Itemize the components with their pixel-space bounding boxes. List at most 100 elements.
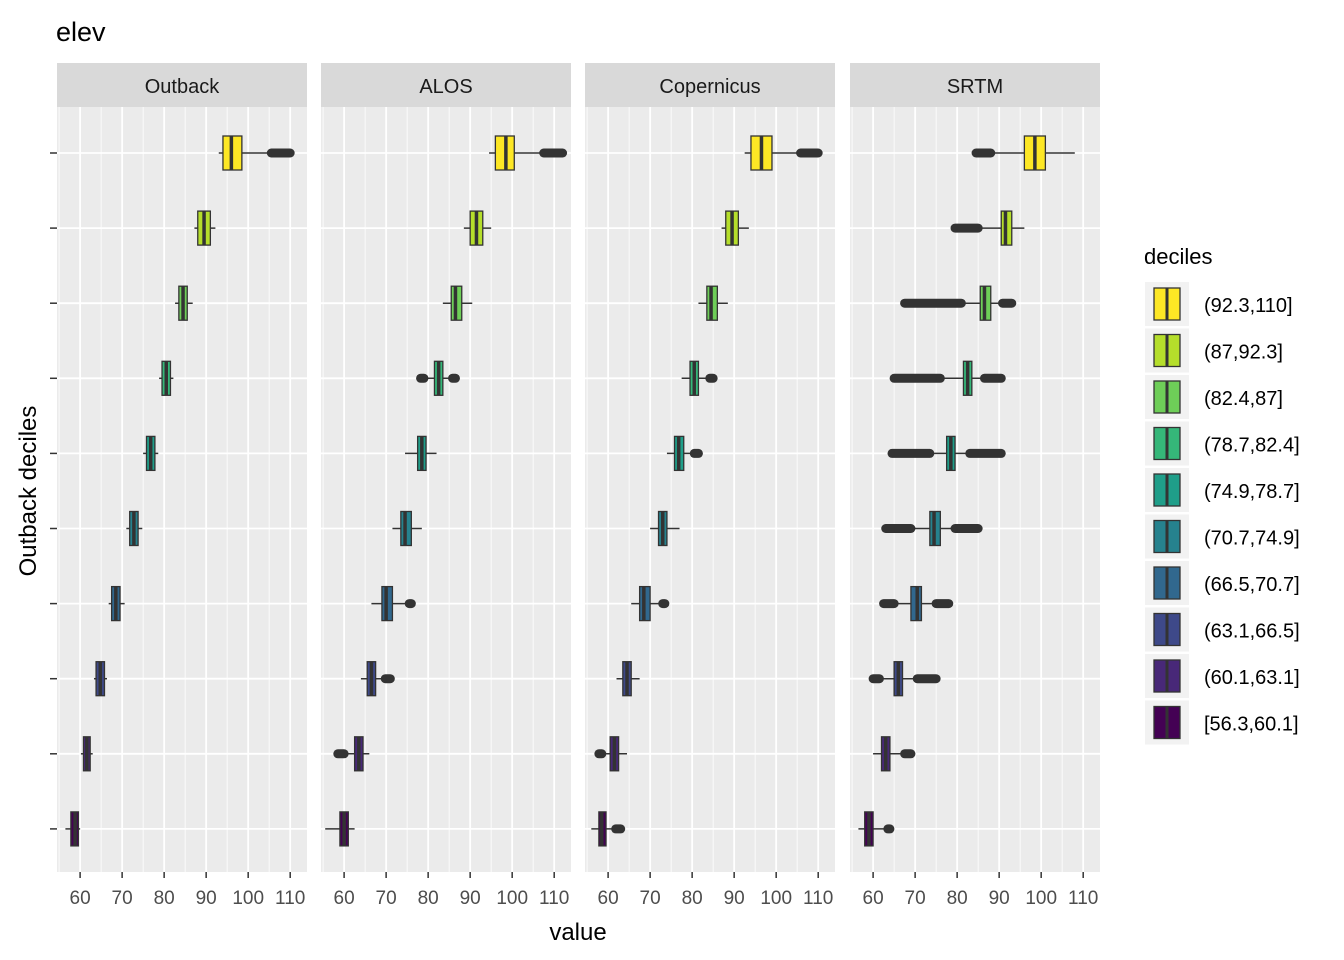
facet-strip-label: ALOS (419, 76, 472, 98)
legend-entry: (60.1,63.1] (1145, 654, 1300, 698)
box-7 (371, 585, 416, 622)
box-3 (442, 285, 473, 321)
x-tick-label: 90 (989, 888, 1010, 909)
panel-alos: ALOS 60 70 80 90 100 110 (321, 63, 571, 909)
legend-entry: (82.4,87] (1145, 375, 1283, 419)
y-axis-label: Outback deciles (15, 406, 42, 577)
box-6 (126, 510, 143, 547)
x-tick-label: 70 (112, 888, 133, 909)
x-tick-label: 110 (539, 888, 569, 909)
panel-copernicus: Copernicus 60 70 80 90 100 110 (585, 63, 835, 909)
x-tick-label: 90 (724, 888, 745, 909)
facet-strip-label: Outback (145, 76, 220, 98)
panel-background (57, 107, 307, 872)
x-tick-label: 110 (275, 888, 305, 909)
x-tick-label: 90 (196, 888, 217, 909)
legend-entry: (66.5,70.7] (1145, 561, 1300, 605)
legend-label: (92.3,110] (1204, 295, 1293, 317)
box-9 (873, 736, 916, 772)
facet-strip (850, 63, 1100, 107)
x-tick-label: 70 (905, 888, 926, 909)
legend-label: (87,92.3] (1204, 342, 1283, 364)
box-5 (666, 435, 703, 472)
panel-background (850, 107, 1100, 872)
facet-strip (57, 63, 307, 107)
x-tick-label: 80 (947, 888, 968, 909)
panel-outback: Outback 60 70 80 90 100 110 (57, 63, 307, 909)
legend-title: deciles (1144, 244, 1212, 269)
legend-entry: (78.7,82.4] (1145, 421, 1300, 466)
x-tick-label: 110 (803, 888, 833, 909)
box-5 (405, 435, 437, 472)
box-9 (80, 736, 93, 772)
x-tick-label: 70 (640, 888, 661, 909)
box-7 (631, 585, 670, 622)
facet-strip (585, 63, 835, 107)
legend-label: (66.5,70.7] (1204, 574, 1300, 596)
facet-strip (321, 63, 571, 107)
box-6 (650, 510, 680, 547)
legend-entry: (63.1,66.5] (1145, 607, 1300, 652)
x-tick-label: 60 (334, 888, 355, 909)
box-8 (868, 661, 941, 697)
box-9 (333, 736, 370, 772)
x-tick-label: 90 (460, 888, 481, 909)
box-5 (887, 435, 1006, 472)
box-4 (889, 360, 1006, 396)
x-tick-label: 60 (70, 888, 91, 909)
box-8 (93, 661, 107, 697)
box-3 (698, 285, 728, 321)
box-4 (681, 360, 718, 396)
box-4 (416, 360, 460, 396)
box-3 (175, 285, 193, 321)
box-5 (143, 435, 159, 472)
box-2 (950, 210, 1025, 246)
box-8 (360, 661, 395, 697)
facet-strip-label: SRTM (947, 76, 1003, 98)
x-tick-label: 110 (1068, 888, 1098, 909)
box-1 (218, 135, 295, 171)
legend-entry: (87,92.3] (1145, 328, 1283, 373)
box-10 (858, 811, 895, 847)
legend-label: (70.7,74.9] (1204, 528, 1300, 550)
legend-entry: (70.7,74.9] (1145, 514, 1300, 559)
box-1 (489, 135, 568, 171)
x-tick-label: 100 (760, 888, 792, 909)
x-tick-label: 80 (418, 888, 439, 909)
box-9 (594, 736, 628, 772)
legend-entry: [56.3,60.1] (1145, 700, 1299, 745)
x-tick-label: 60 (598, 888, 619, 909)
legend-label: (63.1,66.5] (1204, 621, 1300, 643)
x-tick-label: 80 (154, 888, 175, 909)
legend-entry: (92.3,110] (1145, 282, 1293, 326)
box-8 (616, 661, 640, 697)
legend-label: (78.7,82.4] (1204, 435, 1300, 457)
box-6 (392, 510, 422, 547)
x-tick-label: 80 (682, 888, 703, 909)
panel-background (585, 107, 835, 872)
x-tick-label: 100 (496, 888, 528, 909)
box-1 (971, 135, 1075, 171)
legend-label: [56.3,60.1] (1204, 714, 1299, 736)
box-6 (881, 510, 983, 547)
x-axis-label: value (549, 919, 606, 946)
legend-label: (60.1,63.1] (1204, 667, 1300, 689)
legend-label: (74.9,78.7] (1204, 481, 1300, 503)
x-tick-label: 100 (232, 888, 264, 909)
box-7 (879, 585, 954, 622)
box-2 (463, 210, 492, 246)
panel-srtm: SRTM 60 70 80 90 100 110 (850, 63, 1100, 909)
box-2 (194, 210, 216, 246)
chart-title: elev (56, 17, 106, 47)
box-1 (744, 135, 823, 171)
facet-strip-label: Copernicus (659, 76, 760, 98)
box-3 (900, 285, 1017, 321)
x-tick-label: 70 (376, 888, 397, 909)
x-tick-label: 100 (1025, 888, 1057, 909)
box-10 (591, 811, 626, 847)
box-2 (721, 210, 749, 246)
box-7 (108, 585, 125, 622)
legend-entry: (74.9,78.7] (1145, 468, 1300, 512)
